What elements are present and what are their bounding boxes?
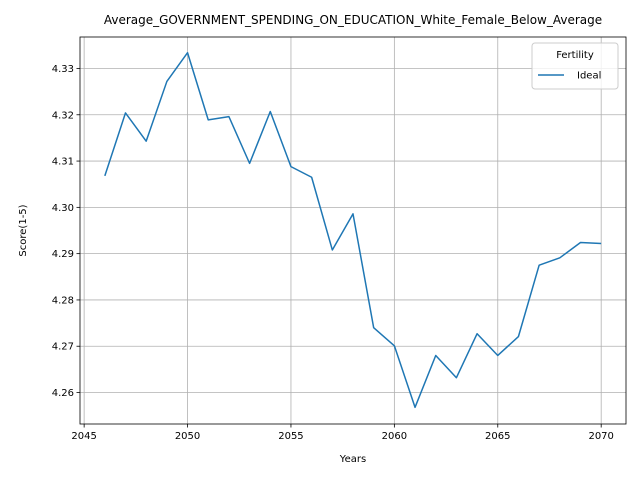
legend-title: Fertility bbox=[556, 50, 594, 61]
y-axis: 4.26 4.27 4.28 4.29 4.30 4.31 4.32 4.33 bbox=[52, 64, 80, 399]
y-tick-label: 4.32 bbox=[52, 110, 74, 121]
x-tick-label: 2050 bbox=[175, 431, 200, 442]
y-tick-label: 4.29 bbox=[52, 249, 74, 260]
x-axis: 2045 2050 2055 2060 2065 2070 bbox=[71, 424, 613, 442]
series-line-ideal bbox=[105, 53, 601, 408]
y-tick-label: 4.31 bbox=[52, 157, 74, 168]
legend-label: Ideal bbox=[577, 71, 601, 82]
y-tick-label: 4.26 bbox=[52, 388, 74, 399]
y-tick-label: 4.28 bbox=[52, 295, 74, 306]
y-axis-label: Score(1-5) bbox=[18, 204, 29, 256]
x-tick-label: 2065 bbox=[485, 431, 510, 442]
legend: Fertility Ideal bbox=[532, 43, 618, 89]
x-tick-label: 2070 bbox=[588, 431, 613, 442]
x-tick-label: 2045 bbox=[71, 431, 96, 442]
x-tick-label: 2055 bbox=[278, 431, 303, 442]
y-tick-label: 4.27 bbox=[52, 342, 74, 353]
y-tick-label: 4.30 bbox=[52, 203, 74, 214]
x-tick-label: 2060 bbox=[382, 431, 407, 442]
series-layer bbox=[105, 53, 601, 408]
x-axis-label: Years bbox=[339, 454, 366, 465]
y-tick-label: 4.33 bbox=[52, 64, 74, 75]
chart-title: Average_GOVERNMENT_SPENDING_ON_EDUCATION… bbox=[104, 13, 602, 27]
